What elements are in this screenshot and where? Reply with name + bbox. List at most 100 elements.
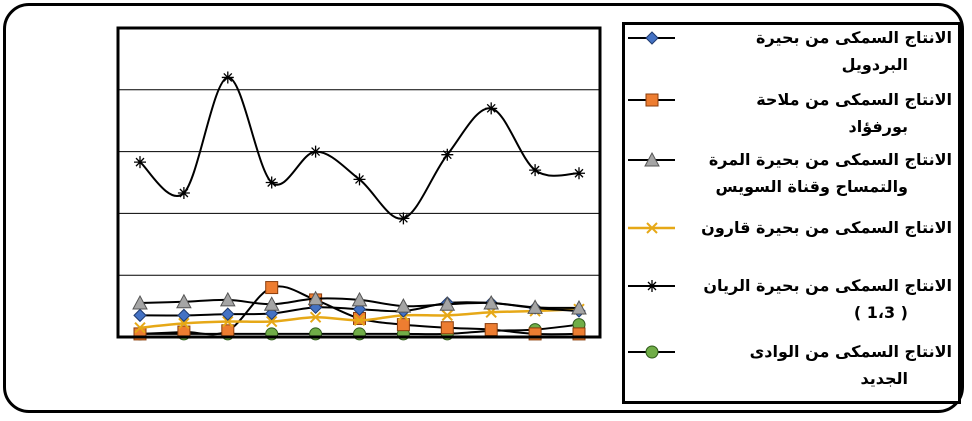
series-5-point (177, 187, 190, 200)
star-shape (309, 145, 322, 158)
legend-label-4-line-1: الانتاج السمكى من بحيرة قارون (701, 218, 952, 237)
series-4-point (265, 315, 278, 328)
star-shape (177, 187, 190, 200)
triangle-shape (483, 294, 500, 310)
series-3-point (571, 299, 587, 315)
series-3-point (132, 294, 148, 310)
square-shape (440, 321, 454, 335)
series-5-point (221, 71, 234, 84)
series-3-point (395, 298, 412, 313)
series-1-point (177, 308, 191, 323)
legend-label-5-line-1: الانتاج السمكى من بحيرة الريان (703, 276, 952, 295)
legend-label-2-line-1: الانتاج السمكى من ملاحة (756, 90, 952, 109)
series-4-point (309, 311, 322, 323)
series-2-point (265, 281, 279, 295)
series-1-point (221, 307, 235, 321)
triangle-shape (132, 294, 148, 310)
diamond-shape (177, 308, 191, 323)
diamond-shape (133, 308, 147, 323)
star-shape (397, 212, 410, 225)
star-shape (134, 156, 146, 169)
legend-key-6-marker (645, 345, 659, 359)
series-2-point (440, 321, 454, 335)
series-3-point (483, 294, 500, 310)
legend-label-2-line-2: بورفؤاد (848, 117, 908, 136)
triangle-shape (263, 296, 280, 311)
series-3-point (176, 293, 192, 309)
x-shape (178, 317, 190, 330)
series-3-point (351, 291, 368, 307)
star-shape (441, 148, 454, 161)
diamond-shape (221, 307, 235, 321)
series-4-point (178, 317, 190, 330)
legend-label-3-line-2: والتمساح وقناة السويس (715, 177, 909, 196)
legend-key-3-marker (644, 151, 660, 167)
x-shape (222, 315, 234, 328)
square-shape (484, 323, 498, 337)
legend-label-5-line-2: ( 1،3 ) (853, 303, 908, 322)
diamond-shape (645, 31, 659, 45)
series-5-point (134, 156, 146, 169)
x-shape (353, 314, 366, 327)
triangle-shape (219, 291, 236, 307)
series-5-point (573, 167, 585, 180)
square-shape (265, 281, 279, 295)
series-5-point (265, 176, 278, 189)
series-1-point (133, 308, 147, 323)
star-shape (353, 173, 366, 186)
x-shape (441, 309, 454, 322)
series-3-point (219, 291, 236, 307)
star-shape (529, 164, 542, 177)
square-shape (645, 93, 659, 107)
x-shape (309, 311, 322, 323)
series-3-point (263, 296, 280, 311)
series-4-point (441, 309, 454, 322)
triangle-shape (351, 291, 368, 307)
legend-label-1-line-2: البردويل (841, 55, 908, 74)
star-shape (573, 167, 585, 180)
x-shape (265, 315, 278, 328)
series-5-line (139, 76, 580, 220)
legend-key-5-marker (646, 280, 658, 292)
legend-key-4-marker (646, 222, 658, 234)
legend-keys (628, 31, 675, 359)
series-3-point (527, 299, 543, 314)
series-4-point (222, 315, 234, 328)
series-5-point (485, 102, 498, 115)
star-shape (646, 280, 658, 292)
series-5-point (353, 173, 366, 186)
star-shape (265, 176, 278, 189)
series-2-point (484, 323, 498, 337)
x-shape (646, 222, 658, 234)
series-5-point (441, 148, 454, 161)
legend-label-6-line-1: الانتاج السمكى من الوادى (749, 342, 952, 361)
legend-label-1-line-1: الانتاج السمكى من بحيرة (756, 28, 952, 47)
star-shape (485, 102, 498, 115)
triangle-shape (439, 296, 456, 311)
legend: الانتاج السمكى من بحيرة البردويل الانتاج ا… (622, 22, 961, 404)
legend-key-1-marker (645, 31, 659, 45)
series-4-point (134, 322, 146, 334)
triangle-shape (527, 299, 543, 314)
x-shape (134, 322, 146, 334)
triangle-shape (644, 151, 660, 167)
circle-shape (645, 345, 659, 359)
legend-key-2-marker (645, 93, 659, 107)
series-3-point (307, 290, 324, 306)
series-2-point (396, 318, 410, 332)
triangle-shape (571, 299, 587, 315)
star-shape (221, 71, 234, 84)
series-5-point (397, 212, 410, 225)
triangle-shape (395, 298, 412, 313)
triangle-shape (307, 290, 324, 306)
legend-label-6-line-2: الجديد (860, 369, 908, 388)
legend-label-3-line-1: الانتاج السمكى من بحيرة المرة (708, 150, 952, 169)
plot-border (116, 26, 602, 339)
series-5-point (529, 164, 542, 177)
triangle-shape (176, 293, 192, 309)
series-3-point (439, 296, 456, 311)
square-shape (396, 318, 410, 332)
series-5-point (309, 145, 322, 158)
series-4-point (353, 314, 366, 327)
